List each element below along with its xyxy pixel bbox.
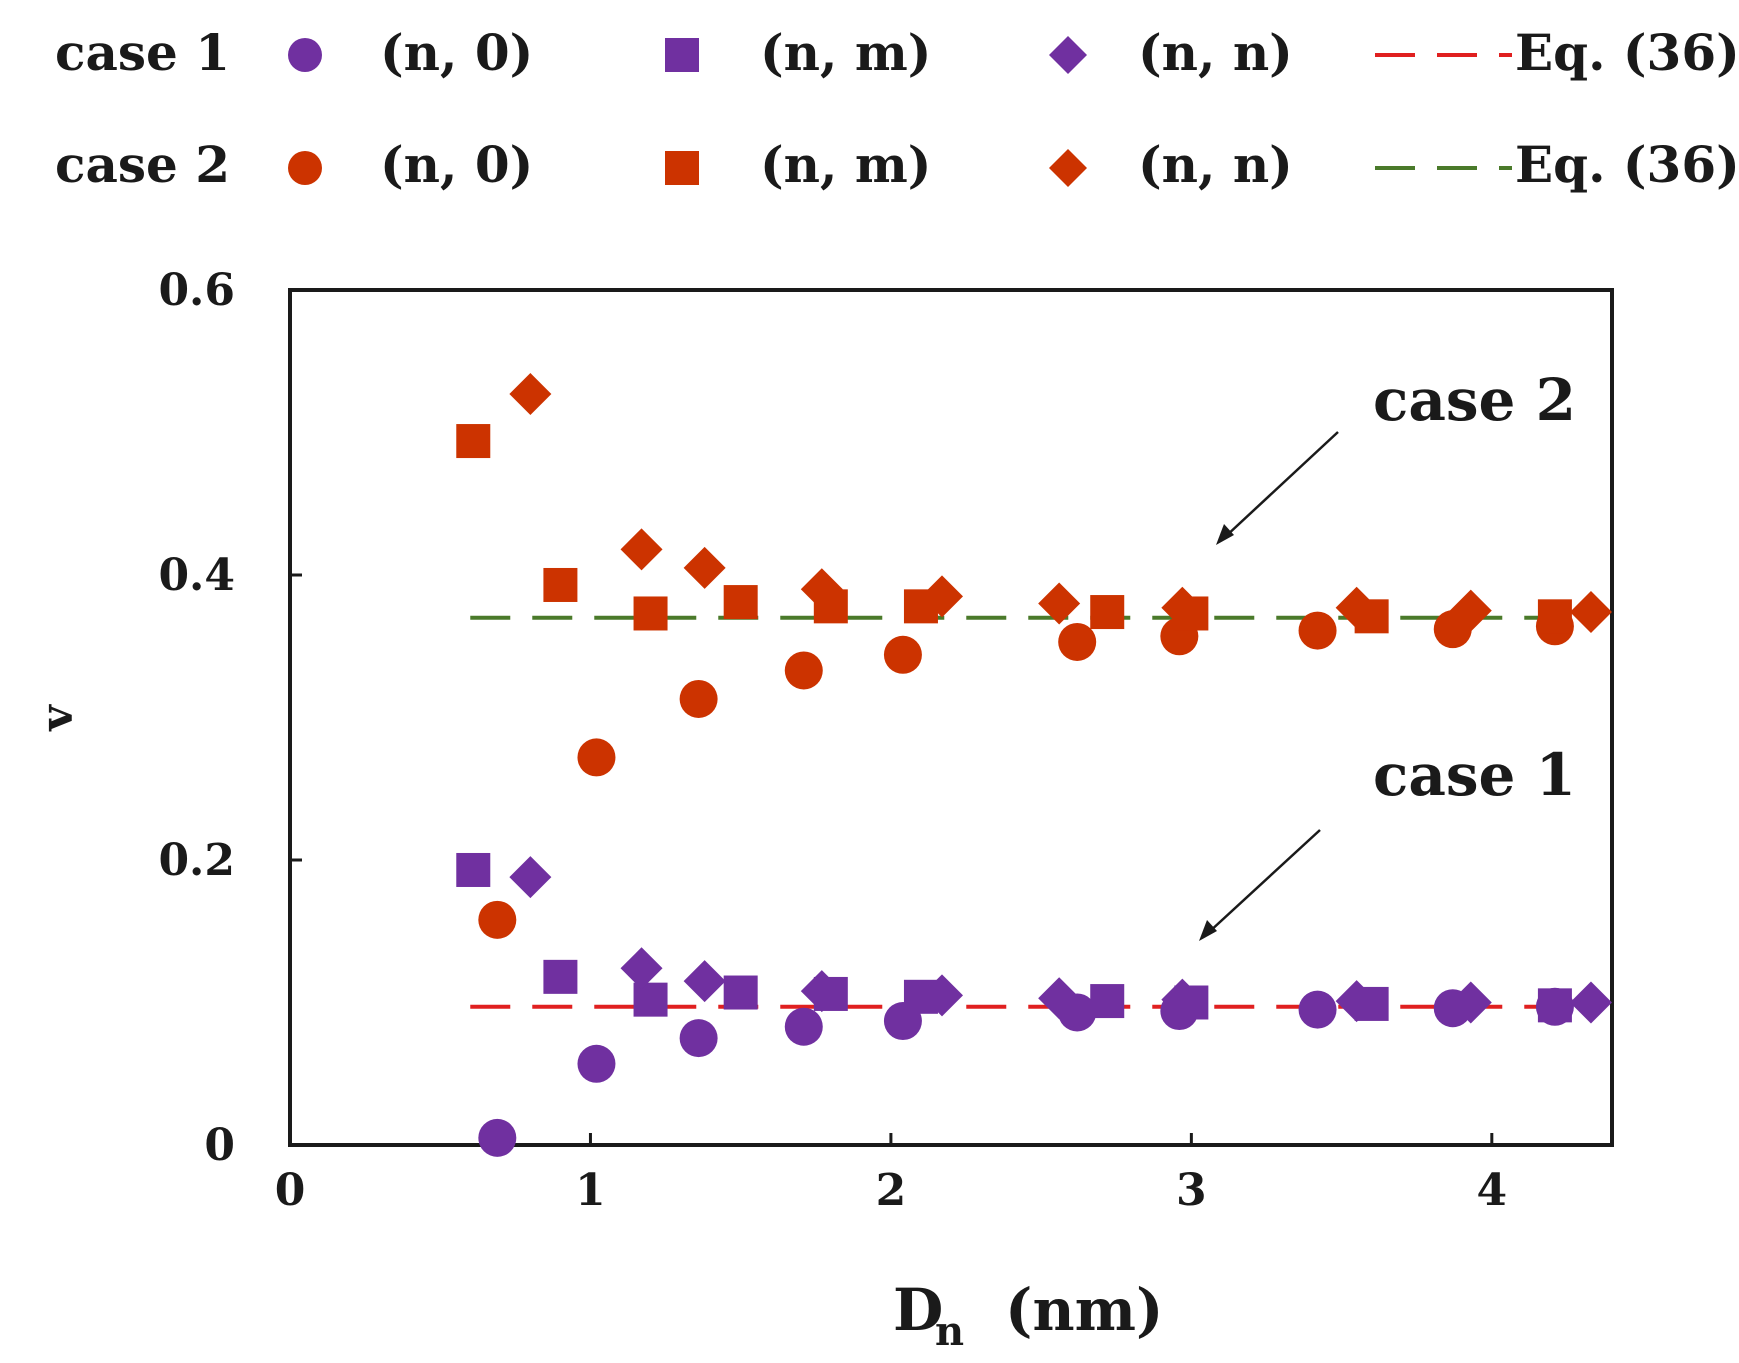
case-1-n-n-point xyxy=(620,947,663,990)
legend: case 1 (n, 0) (n, m) (n, n) Eq. (36) cas… xyxy=(55,23,1739,194)
case-1-n-m-point xyxy=(1537,988,1572,1023)
data-series xyxy=(456,373,1612,1157)
x-axis-label-symbol: D xyxy=(893,1276,943,1344)
case-2-n-n-point xyxy=(1335,586,1378,629)
annotation-case-2: case 2 xyxy=(1373,366,1576,434)
case-2-n-n-point xyxy=(1161,586,1204,629)
arrowhead-icon xyxy=(1199,920,1217,941)
y-tick-label: 0.6 xyxy=(158,265,235,316)
y-axis-label: v xyxy=(32,704,83,732)
legend-item-eq36: Eq. (36) xyxy=(1515,23,1739,82)
case-2-n-0-point xyxy=(784,651,823,690)
case-2-n-n-point xyxy=(683,546,726,589)
annotation-case-1: case 1 xyxy=(1373,741,1576,809)
case-2-n-n-point xyxy=(1038,582,1081,625)
case-2-n-0-point xyxy=(1298,611,1337,650)
case-2-n-n-point xyxy=(1449,589,1492,632)
annotation-case-1-arrow xyxy=(1207,829,1321,934)
legend-item-eq36: Eq. (36) xyxy=(1515,135,1739,194)
case-1-n-0-point xyxy=(478,1118,517,1157)
case-1-n-m-point xyxy=(633,982,668,1017)
arrowhead-icon xyxy=(1216,524,1234,545)
x-tick-label: 1 xyxy=(575,1165,606,1216)
x-tick-label: 3 xyxy=(1176,1165,1207,1216)
legend-item-nm: (n, m) xyxy=(760,23,931,82)
case-1-n-n-point xyxy=(1335,980,1378,1023)
case-2-n-n-point xyxy=(1569,591,1612,634)
case-2-n-m-point xyxy=(723,585,758,620)
case-1-n-n-point xyxy=(1449,981,1492,1024)
case-1-n-m-point xyxy=(543,959,578,994)
legend-square-icon xyxy=(665,151,699,185)
case-2-n-0-point xyxy=(478,900,517,939)
legend-circle-icon xyxy=(288,38,322,72)
case-1-n-n-point xyxy=(1038,977,1081,1020)
legend-square-icon xyxy=(665,38,699,72)
case-1-n-m-point xyxy=(1090,984,1125,1019)
case-1-n-0-point xyxy=(1298,990,1337,1029)
y-tick-label: 0 xyxy=(204,1120,235,1171)
case-1-n-n-point xyxy=(920,974,963,1017)
case-1-n-n-point xyxy=(509,856,552,899)
x-axis-label-subscript: n xyxy=(935,1308,964,1355)
legend-item-nm: (n, m) xyxy=(760,135,931,194)
case-2-n-0-point xyxy=(577,738,616,777)
legend-item-nn: (n, n) xyxy=(1138,23,1293,82)
x-axis-label: D n (nm) xyxy=(893,1276,1163,1355)
case-2-n-m-point xyxy=(1090,595,1125,630)
legend-item-n0: (n, 0) xyxy=(380,23,533,82)
legend-circle-icon xyxy=(288,151,322,185)
y-tick-label: 0.2 xyxy=(158,835,235,886)
case-2-n-m-point xyxy=(633,596,668,631)
x-axis-label-unit: (nm) xyxy=(1005,1276,1163,1344)
legend-case-1-label: case 1 xyxy=(55,23,230,82)
case-2-n-0-point xyxy=(679,679,718,718)
case-1-n-n-point xyxy=(1161,978,1204,1021)
case-2-n-n-point xyxy=(620,528,663,571)
case-2-n-n-point xyxy=(800,568,843,611)
plot-area-frame xyxy=(288,288,1614,1147)
legend-diamond-icon xyxy=(1049,36,1087,74)
case-2-n-m-point xyxy=(1537,599,1572,634)
case-2-n-m-point xyxy=(543,567,578,602)
legend-item-nn: (n, n) xyxy=(1138,135,1293,194)
legend-diamond-icon xyxy=(1049,149,1087,187)
case-2-n-0-point xyxy=(883,635,922,674)
x-tick-label: 0 xyxy=(275,1165,306,1216)
case-1-n-n-point xyxy=(800,970,843,1013)
x-tick-label: 2 xyxy=(876,1165,907,1216)
legend-item-n0: (n, 0) xyxy=(380,135,533,194)
case-2-n-n-point xyxy=(509,373,552,416)
x-tick-label: 4 xyxy=(1477,1165,1508,1216)
case-1-n-m-point xyxy=(723,975,758,1010)
case-2-n-0-point xyxy=(1058,622,1097,661)
y-tick-label: 0.4 xyxy=(158,550,235,601)
case-1-n-n-point xyxy=(1569,981,1612,1024)
annotation-case-2-arrow xyxy=(1224,431,1339,538)
legend-case-2-label: case 2 xyxy=(55,135,230,194)
case-1-n-0-point xyxy=(784,1007,823,1046)
case-1-n-m-point xyxy=(456,852,491,887)
case-1-n-0-point xyxy=(577,1044,616,1083)
case-1-n-0-point xyxy=(679,1019,718,1058)
annotations: case 2 case 1 xyxy=(1199,366,1576,941)
axis-ticks: 0 1 2 3 4 0 0.2 0.4 0.6 xyxy=(158,265,1507,1216)
case-1-n-n-point xyxy=(683,960,726,1003)
case-2-n-m-point xyxy=(456,424,491,459)
case-2-n-n-point xyxy=(920,575,963,618)
